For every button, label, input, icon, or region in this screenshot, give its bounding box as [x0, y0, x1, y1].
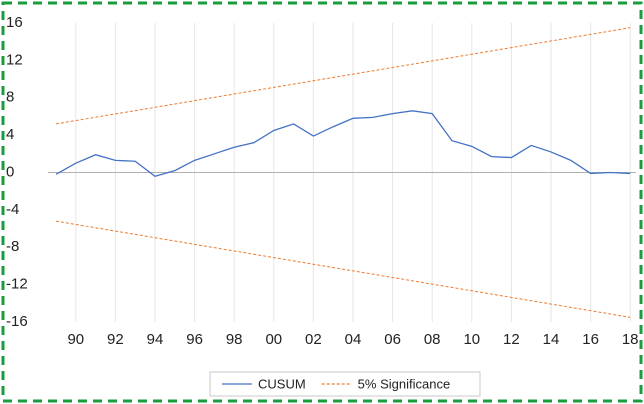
x-tick-label: 14: [543, 331, 560, 348]
y-tick-label: 12: [6, 51, 23, 68]
legend-label: 5% Significance: [358, 376, 451, 391]
x-tick-label: 90: [67, 331, 84, 348]
series-line: [55, 220, 631, 318]
y-tick-label: 0: [6, 163, 14, 180]
x-tick-label: 12: [503, 331, 520, 348]
series-line: [55, 110, 631, 177]
y-tick-label: -12: [6, 276, 28, 293]
x-tick-label: 94: [147, 331, 164, 348]
legend-box: [209, 371, 481, 397]
x-tick-label: 10: [463, 331, 480, 348]
y-tick-label: 8: [6, 89, 14, 106]
series-line: [55, 27, 631, 125]
y-tick-label: -8: [6, 238, 19, 255]
legend-label: CUSUM: [258, 376, 306, 391]
y-tick-label: -16: [6, 313, 28, 330]
x-tick-label: 08: [424, 331, 441, 348]
x-tick-label: 04: [345, 331, 362, 348]
x-tick-label: 98: [226, 331, 243, 348]
x-tick-label: 16: [582, 331, 599, 348]
y-tick-label: 16: [6, 14, 23, 31]
y-tick-label: 4: [6, 126, 14, 143]
x-tick-label: 92: [107, 331, 124, 348]
y-tick-label: -4: [6, 201, 19, 218]
x-tick-label: 06: [384, 331, 401, 348]
x-tick-label: 18: [622, 331, 639, 348]
x-tick-label: 02: [305, 331, 322, 348]
x-tick-label: 00: [265, 331, 282, 348]
x-tick-label: 96: [186, 331, 203, 348]
